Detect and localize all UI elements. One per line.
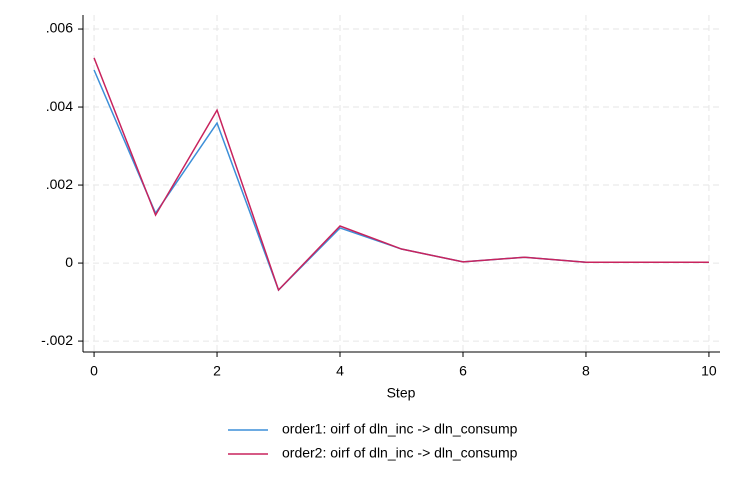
y-tick-label: .006 — [46, 20, 73, 36]
x-tick-label: 8 — [582, 363, 590, 379]
y-tick-label: .002 — [46, 176, 73, 192]
series-line — [93, 69, 709, 292]
y-tick-label: .004 — [46, 98, 73, 114]
y-tick-label: 0 — [65, 254, 73, 270]
x-tick-label: 4 — [336, 363, 344, 379]
series-line — [93, 57, 709, 292]
legend-label: order1: oirf of dln_inc -> dln_consump — [282, 421, 518, 437]
x-tick-label: 0 — [90, 363, 98, 379]
x-tick-label: 6 — [459, 363, 467, 379]
x-tick-label: 2 — [213, 363, 221, 379]
x-tick-label: 10 — [701, 363, 717, 379]
legend-label: order2: oirf of dln_inc -> dln_consump — [282, 445, 518, 461]
y-tick-label: -.002 — [41, 332, 73, 348]
x-axis-label: Step — [387, 385, 416, 401]
